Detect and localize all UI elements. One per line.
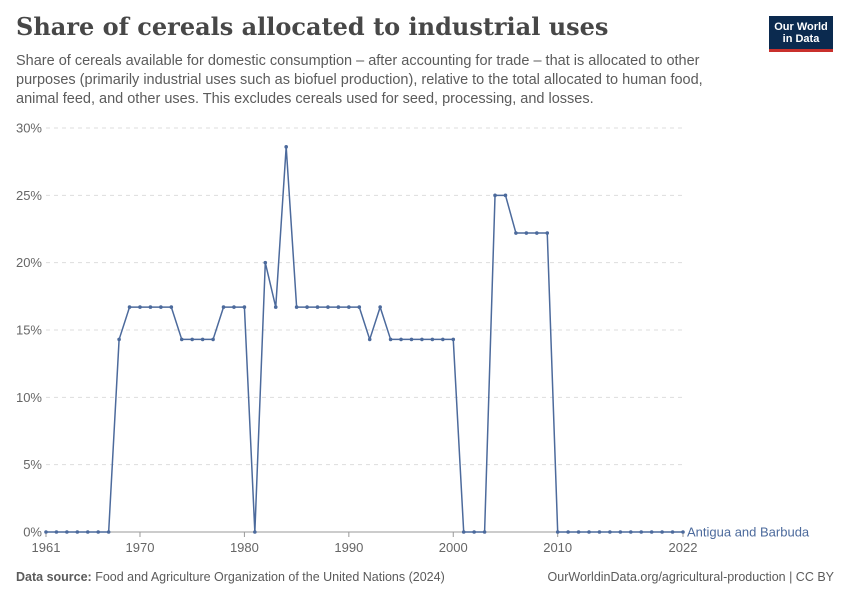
logo-line-2: in Data xyxy=(782,33,820,45)
data-point xyxy=(221,305,226,309)
data-point xyxy=(587,530,591,534)
data-point xyxy=(493,193,497,198)
data-point xyxy=(200,337,205,342)
data-point xyxy=(232,305,236,309)
data-point xyxy=(138,305,142,309)
data-point xyxy=(535,231,539,235)
series-line xyxy=(46,146,683,533)
x-tick-label: 2000 xyxy=(439,540,468,555)
data-point xyxy=(503,193,508,198)
logo-line-1: Our World xyxy=(774,21,828,33)
x-tick-label: 1970 xyxy=(126,540,155,555)
data-point xyxy=(75,530,80,534)
data-point xyxy=(524,231,529,235)
data-point xyxy=(399,337,403,342)
data-point xyxy=(441,337,445,342)
data-point xyxy=(347,305,351,309)
data-point xyxy=(472,530,476,534)
data-point xyxy=(294,305,299,309)
x-tick-label: 1980 xyxy=(230,540,259,555)
data-point xyxy=(96,530,101,534)
data-point xyxy=(211,337,215,342)
data-point xyxy=(315,305,320,309)
data-point xyxy=(576,530,581,534)
x-tick-label: 2022 xyxy=(669,540,698,555)
data-point xyxy=(670,530,675,534)
data-point xyxy=(628,530,633,534)
data-point xyxy=(273,305,278,309)
data-point xyxy=(127,305,132,309)
data-point xyxy=(378,305,382,309)
data-point xyxy=(608,530,612,534)
data-point xyxy=(326,305,330,309)
data-point xyxy=(44,530,48,534)
y-tick-label: 10% xyxy=(16,390,42,405)
data-point xyxy=(566,530,570,534)
data-point xyxy=(336,305,341,309)
data-point xyxy=(597,530,602,534)
data-point xyxy=(367,337,372,342)
data-source-text: Food and Agriculture Organization of the… xyxy=(95,570,445,584)
data-point xyxy=(284,145,288,149)
data-point xyxy=(85,530,90,534)
data-point xyxy=(179,337,184,342)
data-point xyxy=(117,337,121,342)
data-point xyxy=(169,305,174,309)
x-tick-label: 1961 xyxy=(32,540,61,555)
chart-title: Share of cereals allocated to industrial… xyxy=(16,12,609,41)
x-tick-label: 2010 xyxy=(543,540,572,555)
data-source-label: Data source: xyxy=(16,570,92,584)
data-source: Data source: Food and Agriculture Organi… xyxy=(16,570,445,584)
data-point xyxy=(649,530,654,534)
data-point xyxy=(681,530,685,534)
data-point xyxy=(190,337,194,342)
data-point xyxy=(242,305,247,309)
data-point xyxy=(618,530,623,534)
data-point xyxy=(148,305,153,309)
y-tick-label: 15% xyxy=(16,323,42,338)
data-point xyxy=(451,337,456,342)
data-point xyxy=(430,337,435,342)
source-link[interactable]: OurWorldinData.org/agricultural-producti… xyxy=(547,570,834,584)
data-point xyxy=(482,530,487,534)
owid-logo[interactable]: Our World in Data xyxy=(769,16,833,52)
y-tick-label: 25% xyxy=(16,188,42,203)
data-point xyxy=(555,530,560,534)
data-point xyxy=(305,305,309,309)
data-point xyxy=(660,530,664,534)
series-label: Antigua and Barbuda xyxy=(687,525,810,540)
data-point xyxy=(420,337,424,342)
data-point xyxy=(54,530,59,534)
data-point xyxy=(106,530,111,534)
data-point xyxy=(461,530,466,534)
data-point xyxy=(545,231,550,235)
data-point xyxy=(639,530,644,534)
data-point xyxy=(263,260,268,265)
x-tick-label: 1990 xyxy=(334,540,363,555)
chart-subtitle: Share of cereals available for domestic … xyxy=(16,53,703,107)
y-tick-label: 0% xyxy=(23,525,42,540)
y-tick-label: 5% xyxy=(23,457,42,472)
data-point xyxy=(514,231,518,235)
data-point xyxy=(357,305,362,309)
data-point xyxy=(409,337,414,342)
data-point xyxy=(388,337,393,342)
y-tick-label: 20% xyxy=(16,255,42,270)
y-tick-label: 30% xyxy=(16,121,42,136)
data-point xyxy=(65,530,69,534)
data-point xyxy=(159,305,163,309)
data-point xyxy=(253,530,257,534)
